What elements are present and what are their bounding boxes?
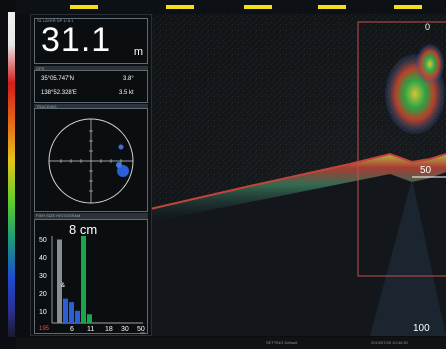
y-tick: 50	[39, 237, 47, 244]
top-marker	[244, 5, 272, 9]
histogram-bar	[69, 302, 74, 323]
histogram-plot: &	[51, 236, 143, 324]
top-marker	[70, 5, 98, 9]
top-bar	[16, 0, 446, 14]
status-bar: SETTING Default 2013/07/25 10:44:30	[16, 337, 446, 349]
echogram-view[interactable]: 0 50 100	[150, 14, 446, 336]
bottom-line	[150, 152, 446, 210]
depth-box[interactable]: SL LAYER DP 1/ 8.1 31.1 m	[34, 18, 148, 64]
scope-header-bar: TRACKING	[34, 104, 148, 110]
scale-label-top: 0	[425, 22, 431, 32]
echo-cone	[370, 179, 446, 336]
x-tick: 18	[105, 326, 113, 333]
x-unit: cm	[140, 330, 146, 335]
position-box[interactable]: 35°05.747'N 3.8° 138°52.328'E 3.5 kt	[34, 70, 148, 103]
hist-marker: &	[61, 283, 65, 289]
scope-header: TRACKING	[36, 104, 57, 109]
histogram-bar	[57, 239, 62, 323]
status-setting: SETTING Default	[266, 340, 298, 345]
top-marker	[394, 5, 422, 9]
fish-size-histogram[interactable]: 8 cm 50 40 30 20 10 & 195 6 11 18 30 50 …	[34, 219, 148, 335]
fish-size-value: 8 cm	[69, 222, 98, 237]
depth-value: 31.1	[41, 21, 112, 59]
position-header: GPS	[36, 66, 45, 71]
x-tick: 11	[87, 326, 95, 333]
x-tick: 6	[70, 326, 74, 333]
fish-count: 195	[39, 326, 50, 332]
histogram-bar	[81, 236, 86, 323]
x-tick: 30	[121, 326, 129, 333]
depth-header: SL LAYER DP 1/ 8.1	[37, 18, 74, 23]
echogram-graphics	[150, 14, 446, 336]
tracking-scope[interactable]	[34, 108, 148, 212]
latitude: 35°05.747'N	[41, 76, 74, 82]
scale-label-mid: 50	[420, 165, 432, 176]
depth-unit: m	[133, 46, 143, 58]
histogram-header-bar: FISH SIZE HISTOGRAM	[34, 213, 148, 219]
y-tick: 10	[39, 309, 47, 316]
fish-school	[416, 44, 444, 84]
info-panel: SL LAYER DP 1/ 8.1 31.1 m GPS 35°05.747'…	[30, 14, 152, 336]
histogram-bar	[75, 310, 80, 323]
scope-graphics	[48, 118, 134, 204]
y-tick: 40	[39, 255, 47, 262]
scale-label-bottom: 100	[413, 323, 430, 334]
status-datetime: 2013/07/25 10:44:30	[371, 340, 408, 345]
y-tick: 30	[39, 273, 47, 280]
seabed-echo	[150, 154, 446, 222]
longitude: 138°52.328'E	[41, 90, 77, 96]
fish-target	[118, 144, 124, 150]
speed: 3.5 kt	[119, 90, 134, 96]
heading: 3.8°	[123, 76, 134, 82]
range-box[interactable]	[357, 21, 446, 277]
top-marker	[166, 5, 194, 9]
x-tick: 50	[137, 326, 145, 333]
histogram-bar	[63, 298, 68, 323]
histogram-bar	[87, 314, 92, 323]
color-scale-bar	[8, 12, 15, 337]
histogram-header: FISH SIZE HISTOGRAM	[36, 213, 81, 218]
top-marker	[318, 5, 346, 9]
position-header-bar: GPS	[34, 66, 148, 72]
y-tick: 20	[39, 291, 47, 298]
fish-target	[116, 162, 122, 168]
fish-target	[117, 165, 129, 177]
